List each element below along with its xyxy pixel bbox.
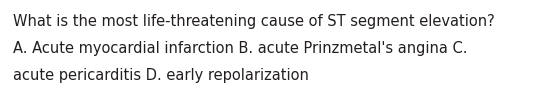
Text: What is the most life-threatening cause of ST segment elevation?: What is the most life-threatening cause … — [13, 14, 495, 29]
Text: A. Acute myocardial infarction B. acute Prinzmetal's angina C.: A. Acute myocardial infarction B. acute … — [13, 41, 468, 56]
Text: acute pericarditis D. early repolarization: acute pericarditis D. early repolarizati… — [13, 68, 309, 83]
